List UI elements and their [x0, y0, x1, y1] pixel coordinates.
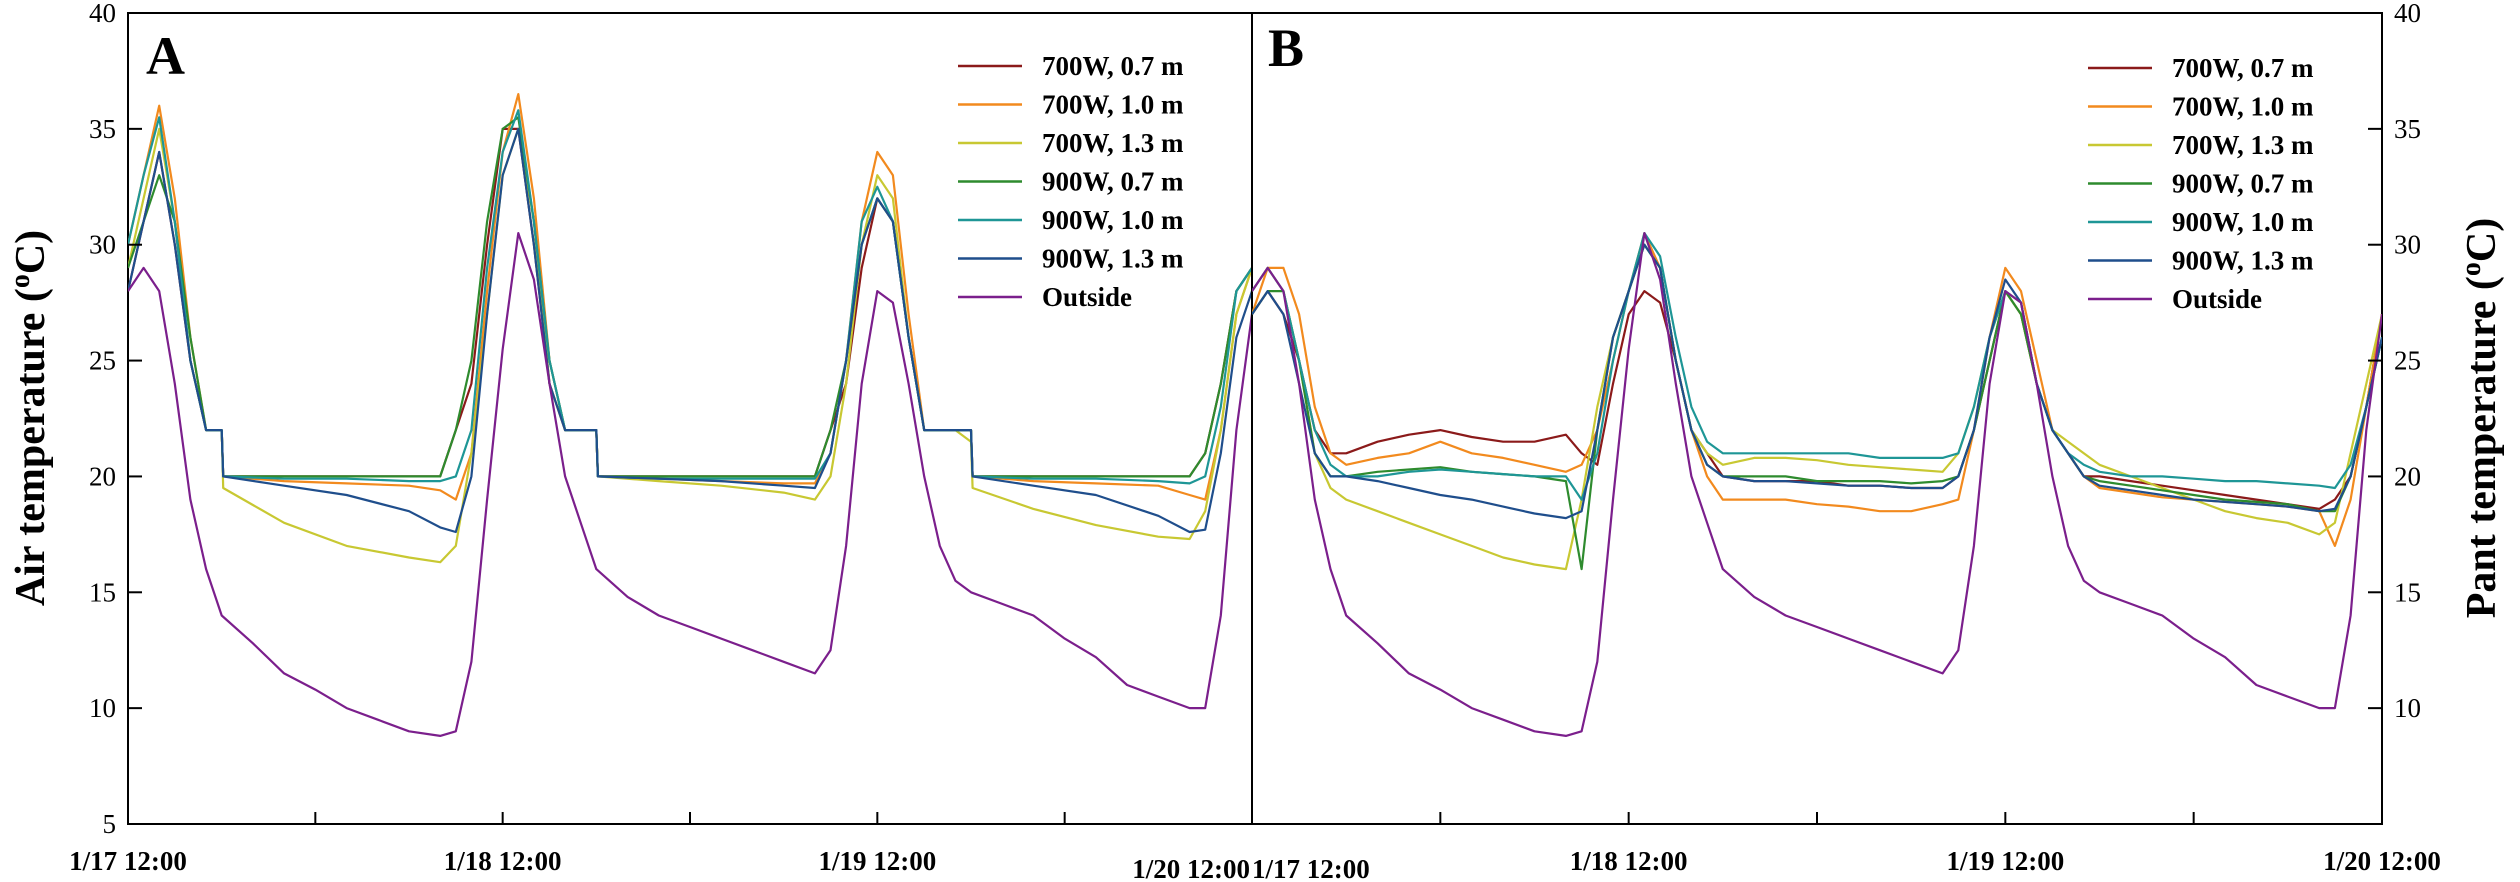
- y-tick-label: 10: [2394, 693, 2421, 723]
- series-line-5: [128, 127, 1252, 534]
- legend-label: 900W, 0.7 m: [1042, 167, 1184, 197]
- legend-label: 900W, 1.3 m: [2172, 246, 2314, 276]
- series-line-2: [1252, 243, 2382, 571]
- legend-label: 900W, 1.0 m: [2172, 207, 2314, 237]
- legend-label: 700W, 0.7 m: [1042, 51, 1184, 81]
- x-tick-label: 1/20 12:00: [1132, 854, 1250, 882]
- legend-label: 700W, 1.3 m: [2172, 130, 2314, 160]
- series-line-3: [1252, 243, 2382, 571]
- legend-label: 700W, 0.7 m: [2172, 53, 2314, 83]
- y-tick-label: 25: [2394, 346, 2421, 376]
- y-tick-label: 40: [2394, 0, 2421, 28]
- legend: 700W, 0.7 m 700W, 1.0 m 700W, 1.3 m 900W, 0…: [958, 51, 1184, 312]
- legend-label: 700W, 1.0 m: [2172, 92, 2314, 122]
- series-line-6: [1252, 232, 2382, 737]
- legend-label: Outside: [1042, 282, 1132, 312]
- series-line-3: [128, 116, 1252, 478]
- panel-a: 5 10 15 20 25 30 35 40 1/17 12:00 1/18 12:00 1/19 …: [5, 0, 1253, 882]
- y-tick-label: 30: [2394, 230, 2421, 260]
- y-axis-title: Air temperature (oC): [5, 230, 55, 606]
- legend-label: 900W, 0.7 m: [2172, 169, 2314, 199]
- series-line-0: [1252, 290, 2382, 510]
- x-tick-label: 1/19 12:00: [818, 846, 936, 876]
- x-tick-label: 1/18 12:00: [1570, 846, 1688, 876]
- y-tick-label: 5: [103, 809, 117, 839]
- legend-label: 900W, 1.3 m: [1042, 244, 1184, 274]
- panel-b: 10 15 20 25 30 35 40 1/17 12:00 1/18 12:00 1/19 1…: [1251, 0, 2506, 882]
- legend-label: Outside: [2172, 284, 2262, 314]
- series-lines: [1252, 232, 2382, 737]
- series-lines: [128, 93, 1252, 737]
- x-tick-label: 1/17 12:00: [69, 846, 187, 876]
- y-tick-label: 40: [89, 0, 116, 28]
- y-tick-label: 35: [2394, 114, 2421, 144]
- y-tick-label: 15: [89, 577, 116, 607]
- y-tick-label: 15: [2394, 577, 2421, 607]
- legend: 700W, 0.7 m 700W, 1.0 m 700W, 1.3 m 900W, 0…: [2088, 53, 2314, 314]
- y-tick-label: 20: [2394, 461, 2421, 491]
- y-axis-title: Pant temperature (oC): [2456, 218, 2506, 618]
- series-line-2: [128, 127, 1252, 564]
- x-tick-label: 1/19 12:00: [1946, 846, 2064, 876]
- panel-label: A: [146, 26, 185, 86]
- y-tick-label: 35: [89, 114, 116, 144]
- series-line-5: [1252, 243, 2382, 520]
- y-tick-label: 30: [89, 230, 116, 260]
- legend-label: 700W, 1.3 m: [1042, 128, 1184, 158]
- y-tick-label: 20: [89, 461, 116, 491]
- y-tick-label: 10: [89, 693, 116, 723]
- series-line-4: [1252, 232, 2382, 501]
- x-tick-label: 1/20 12:00: [2323, 846, 2441, 876]
- legend-label: 700W, 1.0 m: [1042, 90, 1184, 120]
- panel-label: B: [1268, 18, 1304, 78]
- x-tick-label: 1/18 12:00: [444, 846, 562, 876]
- series-line-6: [128, 232, 1252, 737]
- legend-label: 900W, 1.0 m: [1042, 205, 1184, 235]
- series-line-1: [1252, 232, 2382, 547]
- x-tick-label: 1/17 12:00: [1252, 854, 1370, 882]
- y-tick-label: 25: [89, 346, 116, 376]
